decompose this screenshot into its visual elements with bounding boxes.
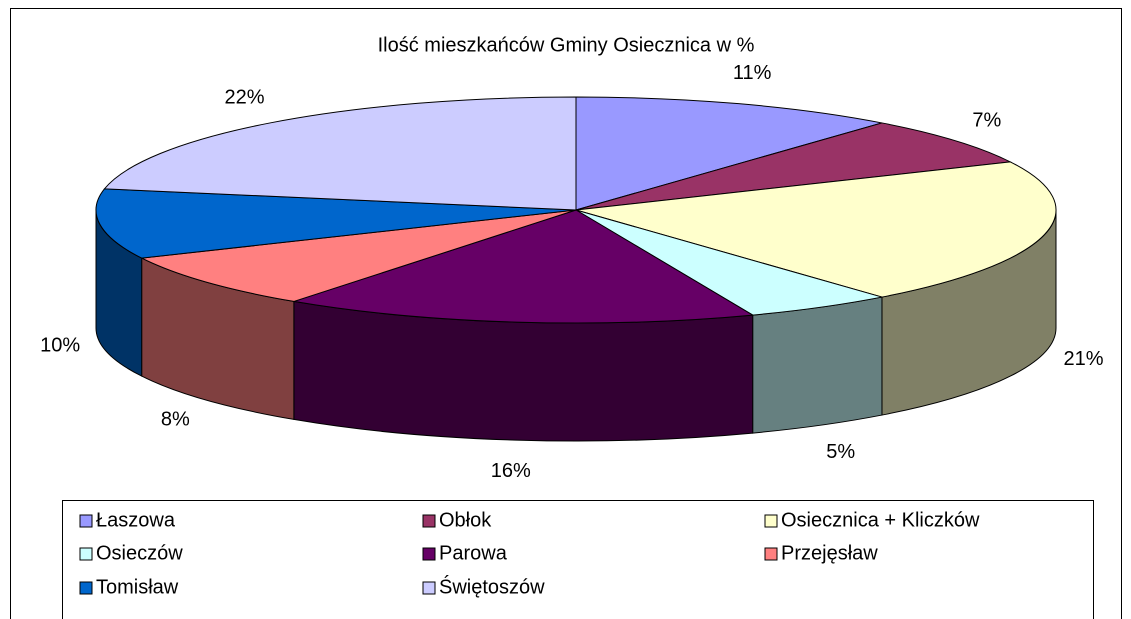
pie-slice — [575, 209, 883, 316]
pie-slice — [103, 96, 577, 211]
legend-label: Tomisław — [96, 576, 179, 598]
legend — [62, 500, 1094, 619]
pie-slice — [95, 188, 577, 259]
legend-swatch — [79, 581, 93, 595]
legend-swatch — [422, 547, 436, 561]
legend-swatch — [79, 514, 93, 528]
legend-label: Obłok — [439, 509, 492, 531]
data-label: 22% — [225, 87, 265, 109]
pie-slice — [139, 209, 577, 302]
data-label: 7% — [972, 109, 1001, 131]
data-label: 8% — [161, 409, 190, 431]
legend-swatch — [422, 514, 436, 528]
data-label: 11% — [733, 62, 772, 84]
data-label: 5% — [826, 441, 855, 463]
legend-swatch — [764, 547, 778, 561]
pie-slice — [575, 161, 1057, 298]
pie-side — [752, 296, 883, 434]
pie-slice — [575, 122, 1013, 211]
legend-label: Parowa — [439, 542, 508, 564]
legend-label: Przejęsław — [781, 542, 878, 564]
legend-label: Osiecznica + Kliczków — [781, 509, 980, 531]
data-label: 10% — [40, 334, 80, 356]
data-label: 16% — [491, 460, 531, 482]
legend-label: Świętoszów — [439, 574, 545, 598]
legend-label: Łaszowa — [96, 509, 176, 531]
pie-slice — [293, 209, 755, 324]
legend-swatch — [79, 547, 93, 561]
legend-label: Osieczów — [96, 542, 183, 564]
legend-swatch — [422, 581, 436, 595]
chart-title: Ilość mieszkańców Gminy Osiecznica w % — [378, 34, 755, 56]
legend-swatch — [764, 514, 778, 528]
data-label: 21% — [1063, 348, 1103, 370]
pie-slice — [575, 96, 883, 211]
